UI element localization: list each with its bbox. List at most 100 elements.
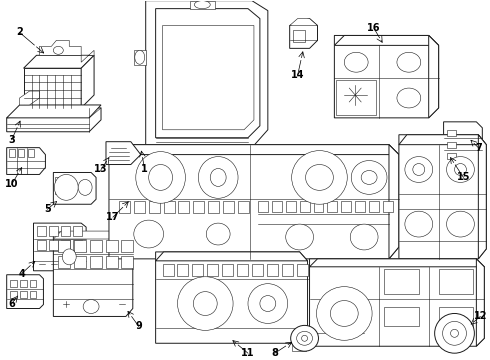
Polygon shape [7, 275, 44, 309]
Bar [20, 291, 26, 298]
Text: 1: 1 [141, 165, 148, 175]
Text: 5: 5 [44, 204, 51, 214]
Bar [237, 264, 248, 276]
Text: 3: 3 [8, 135, 15, 145]
Bar [61, 240, 70, 250]
Bar [384, 269, 419, 294]
Ellipse shape [455, 163, 466, 175]
Polygon shape [20, 91, 40, 105]
Ellipse shape [53, 46, 63, 54]
Bar [177, 264, 188, 276]
Bar [74, 240, 86, 252]
Ellipse shape [195, 1, 210, 9]
Polygon shape [53, 172, 96, 204]
Bar [49, 240, 58, 250]
Bar [178, 201, 190, 213]
Text: 2: 2 [16, 27, 23, 37]
Ellipse shape [248, 284, 288, 323]
Bar [134, 201, 145, 213]
Text: 11: 11 [241, 348, 255, 358]
Bar [446, 153, 457, 158]
Bar [446, 130, 457, 136]
Ellipse shape [177, 277, 233, 330]
Bar [163, 264, 173, 276]
Bar [49, 226, 58, 236]
Ellipse shape [405, 211, 433, 237]
Bar [369, 201, 379, 212]
Ellipse shape [291, 325, 318, 351]
Bar [148, 201, 160, 213]
Bar [439, 269, 473, 294]
Bar [194, 201, 204, 213]
Bar [37, 226, 47, 236]
Polygon shape [134, 50, 146, 65]
Ellipse shape [134, 220, 164, 248]
Polygon shape [146, 1, 268, 148]
Bar [222, 264, 233, 276]
Bar [9, 149, 15, 157]
Bar [208, 201, 219, 213]
Bar [74, 256, 86, 268]
Bar [55, 187, 63, 194]
Bar [383, 201, 393, 212]
Polygon shape [156, 9, 260, 138]
Polygon shape [106, 142, 141, 165]
Ellipse shape [198, 157, 238, 198]
Bar [299, 201, 310, 212]
Bar [10, 280, 17, 287]
Ellipse shape [450, 329, 459, 337]
Text: 17: 17 [106, 212, 120, 222]
Bar [355, 201, 365, 212]
Polygon shape [290, 19, 318, 26]
Bar [384, 306, 419, 327]
Ellipse shape [306, 165, 333, 190]
Polygon shape [24, 55, 94, 68]
Text: 16: 16 [368, 23, 381, 33]
Polygon shape [7, 148, 46, 175]
Polygon shape [156, 252, 308, 261]
Polygon shape [334, 35, 439, 118]
Polygon shape [310, 259, 484, 346]
Text: 10: 10 [5, 179, 19, 189]
Polygon shape [33, 223, 86, 271]
Ellipse shape [397, 88, 421, 108]
Ellipse shape [442, 321, 466, 345]
Bar [55, 177, 63, 184]
Text: 12: 12 [473, 311, 487, 321]
Bar [267, 264, 278, 276]
Bar [10, 291, 17, 298]
Ellipse shape [135, 50, 145, 64]
Ellipse shape [194, 292, 217, 315]
Bar [90, 240, 102, 252]
Ellipse shape [446, 211, 474, 237]
Bar [73, 240, 82, 250]
Bar [342, 201, 351, 212]
Bar [439, 306, 473, 327]
Ellipse shape [292, 150, 347, 204]
Ellipse shape [361, 171, 377, 184]
Polygon shape [443, 122, 482, 162]
Bar [27, 149, 33, 157]
Text: 6: 6 [8, 298, 15, 309]
Bar [193, 264, 203, 276]
Polygon shape [429, 35, 439, 118]
Bar [238, 201, 249, 213]
Text: 15: 15 [457, 172, 470, 183]
Ellipse shape [286, 224, 314, 250]
Ellipse shape [435, 314, 474, 353]
Polygon shape [399, 135, 486, 145]
Polygon shape [292, 343, 306, 351]
Polygon shape [40, 40, 81, 55]
Bar [258, 201, 268, 212]
Bar [106, 240, 118, 252]
Bar [29, 291, 36, 298]
Bar [296, 264, 308, 276]
Text: 14: 14 [291, 70, 304, 80]
Polygon shape [53, 231, 133, 239]
Bar [58, 240, 70, 252]
Bar [37, 240, 47, 250]
Polygon shape [191, 1, 215, 9]
Bar [121, 256, 133, 268]
Bar [106, 256, 118, 268]
Ellipse shape [344, 52, 368, 72]
